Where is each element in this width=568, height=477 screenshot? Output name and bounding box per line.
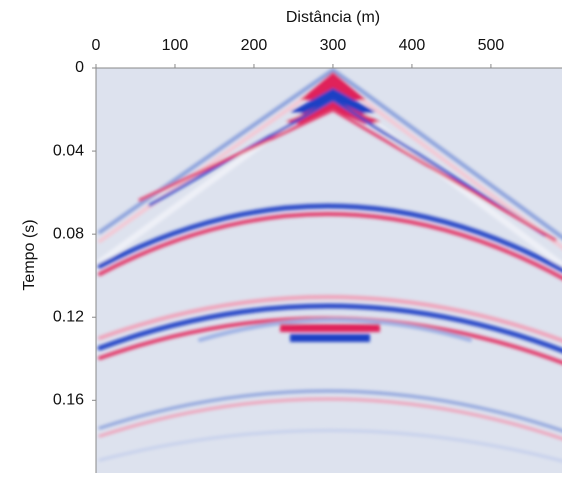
- direct-wave-apex: [300, 72, 366, 100]
- x-tick-label: 0: [92, 37, 101, 54]
- reflection: [97, 203, 562, 273]
- x-tick-label: 300: [320, 37, 347, 54]
- reflection: [98, 397, 562, 441]
- y-tick-label: 0.04: [53, 142, 84, 159]
- plot-background: [96, 68, 562, 473]
- y-tick-label: 0: [75, 59, 84, 76]
- y-tick-label: 0.16: [53, 392, 84, 409]
- bright-spot: [290, 334, 370, 342]
- x-axis-label: Distância (m): [286, 9, 380, 26]
- x-tick-label: 500: [478, 37, 505, 54]
- y-tick-label: 0.08: [53, 225, 84, 242]
- direct-wave-apex: [285, 100, 381, 124]
- seismic-image: [97, 68, 562, 463]
- direct-wave: [98, 68, 562, 240]
- direct-wave-apex: [290, 88, 376, 114]
- reflection: [98, 429, 562, 463]
- reflection: [98, 294, 562, 343]
- reflection: [97, 303, 562, 354]
- y-tick-label: 0.12: [53, 308, 84, 325]
- bright-spot: [280, 324, 380, 332]
- reflection: [98, 389, 562, 433]
- x-tick-label: 200: [241, 37, 268, 54]
- direct-wave: [138, 108, 557, 242]
- reflection: [98, 211, 562, 281]
- y-axis-label: Tempo (s): [21, 219, 38, 290]
- direct-wave: [148, 98, 547, 237]
- x-tick-label: 100: [162, 37, 189, 54]
- reflection: [198, 318, 472, 342]
- x-tick-label: 400: [399, 37, 426, 54]
